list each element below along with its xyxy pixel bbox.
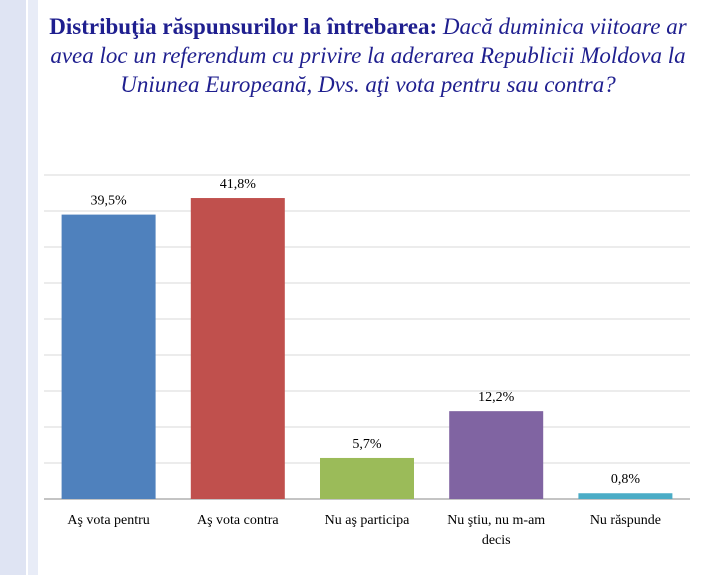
- x-tick-label: Nu ştiu, nu m-am decis: [447, 513, 545, 548]
- bar: [190, 198, 285, 500]
- x-tick-label: Aş vota pentru: [67, 513, 149, 528]
- data-label: 39,5%: [91, 194, 128, 209]
- bar: [578, 493, 673, 499]
- bar: [449, 411, 544, 499]
- x-tick-label: Nu răspunde: [590, 513, 661, 528]
- data-label: 41,8%: [220, 177, 257, 192]
- data-label: 5,7%: [352, 437, 382, 452]
- slide-title: Distribuţia răspunsurilor la întrebarea:…: [48, 12, 688, 99]
- x-tick-label: Nu aş participa: [325, 513, 411, 528]
- data-label: 12,2%: [478, 390, 515, 405]
- title-bold: Distribuţia răspunsurilor la întrebarea:: [49, 14, 438, 39]
- title-question: Dacă duminica viitoare ar avea loc un re…: [50, 14, 687, 97]
- x-tick-label: Aş vota contra: [197, 513, 279, 528]
- data-label: 0,8%: [611, 472, 641, 487]
- slide-left-strip: [0, 0, 26, 575]
- bar: [61, 214, 156, 499]
- bar: [320, 457, 414, 499]
- slide-left-strip-inner: [28, 0, 38, 575]
